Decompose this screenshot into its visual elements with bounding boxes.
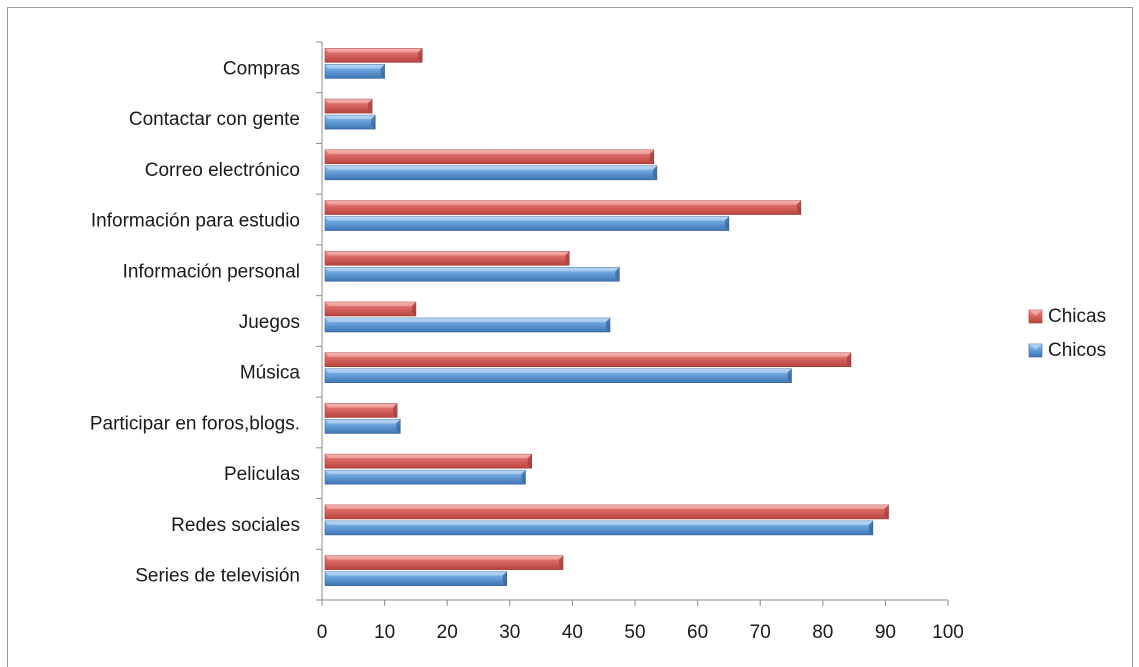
bar-chicos: [324, 571, 507, 586]
category-label: Compras: [223, 58, 300, 79]
x-tick-label: 100: [932, 622, 964, 643]
category-label: Información personal: [123, 261, 300, 282]
category-labels: Compras Contactar con gente Correo electró…: [90, 58, 301, 586]
bar-chicas: [324, 48, 423, 63]
bar-chicas: [324, 250, 570, 266]
bar-chicos: [324, 317, 611, 333]
bar-chicos: [324, 266, 620, 282]
bar-chicas: [324, 403, 398, 418]
category-label: Información para estudio: [91, 211, 300, 232]
bar-chicos: [324, 368, 792, 384]
category-label: Juegos: [239, 312, 300, 333]
x-tick-label: 70: [750, 622, 771, 643]
x-tick-labels: 0 10 20 30 40 50 60 70 80 90 100: [317, 622, 964, 643]
x-tick-label: 40: [562, 622, 583, 643]
legend-label: Chicas: [1048, 306, 1106, 327]
category-label: Música: [240, 363, 301, 384]
category-label: Participar en foros,blogs.: [90, 413, 300, 434]
bar-chicas: [324, 453, 533, 469]
legend: Chicas Chicos: [1028, 306, 1106, 361]
bars-group: [324, 48, 889, 586]
legend-label: Chicos: [1048, 340, 1106, 361]
category-label: Contactar con gente: [129, 109, 300, 130]
bar-chicos: [324, 520, 874, 536]
x-tick-label: 10: [374, 622, 395, 643]
x-tick-label: 60: [687, 622, 708, 643]
bar-chicas: [324, 149, 655, 165]
bar-chicos: [324, 114, 376, 130]
x-tick-label: 30: [499, 622, 520, 643]
ticks-group: [316, 41, 949, 606]
legend-item-chicos: Chicos: [1028, 340, 1106, 361]
x-tick-label: 50: [624, 622, 645, 643]
category-label: Redes sociales: [171, 515, 300, 536]
x-tick-label: 0: [317, 622, 328, 643]
x-tick-label: 80: [812, 622, 833, 643]
bar-chicos: [324, 165, 658, 181]
bar-chicas: [324, 200, 802, 215]
bar-chicas: [324, 352, 852, 368]
bar-chicas: [324, 301, 417, 317]
bar-chicas: [324, 504, 889, 520]
bar-chicos: [324, 216, 730, 231]
bar-chicas: [324, 555, 564, 570]
x-tick-label: 90: [875, 622, 896, 643]
bar-chicos: [324, 469, 526, 485]
x-tick-label: 20: [437, 622, 458, 643]
category-label: Series de televisión: [135, 566, 300, 587]
bar-chicos: [324, 64, 385, 79]
legend-item-chicas: Chicas: [1028, 306, 1106, 327]
category-label: Peliculas: [224, 464, 300, 485]
bar-chicas: [324, 98, 373, 114]
bar-chicos: [324, 419, 401, 434]
category-label: Correo electrónico: [145, 160, 300, 181]
chart-frame: [7, 7, 1133, 667]
